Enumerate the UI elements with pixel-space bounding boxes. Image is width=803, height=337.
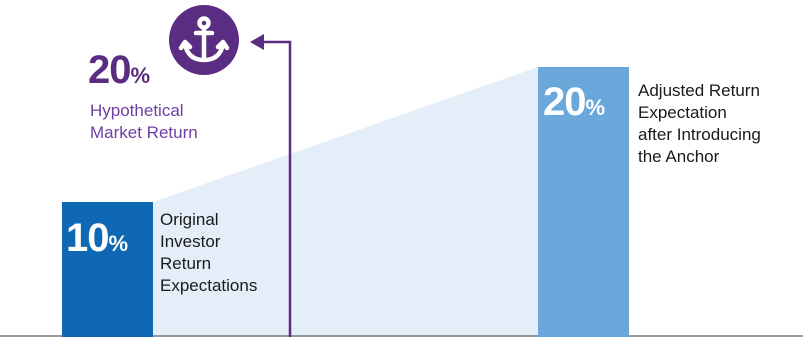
adjusted-value: 20% (543, 80, 605, 125)
anchor-arrow-head (250, 34, 264, 50)
original-value-unit: % (108, 231, 129, 256)
anchor-icon (168, 4, 240, 76)
anchor-arrow-line (262, 40, 292, 337)
original-label: Original Investor Return Expectations (160, 210, 258, 295)
original-bar (62, 202, 153, 337)
expectation-shading (153, 67, 538, 337)
market-value-unit: % (130, 63, 151, 88)
adjusted-label: Adjusted Return Expectation after Introd… (638, 81, 761, 166)
original-value: 10% (66, 216, 128, 261)
adjusted-bar (538, 67, 629, 337)
market-value: 20% (88, 48, 150, 93)
market-label: Hypothetical Market Return (90, 101, 198, 142)
adjusted-value-unit: % (585, 95, 606, 120)
market-value-number: 20 (88, 48, 131, 92)
original-value-number: 10 (66, 216, 109, 260)
adjusted-value-number: 20 (543, 80, 586, 124)
